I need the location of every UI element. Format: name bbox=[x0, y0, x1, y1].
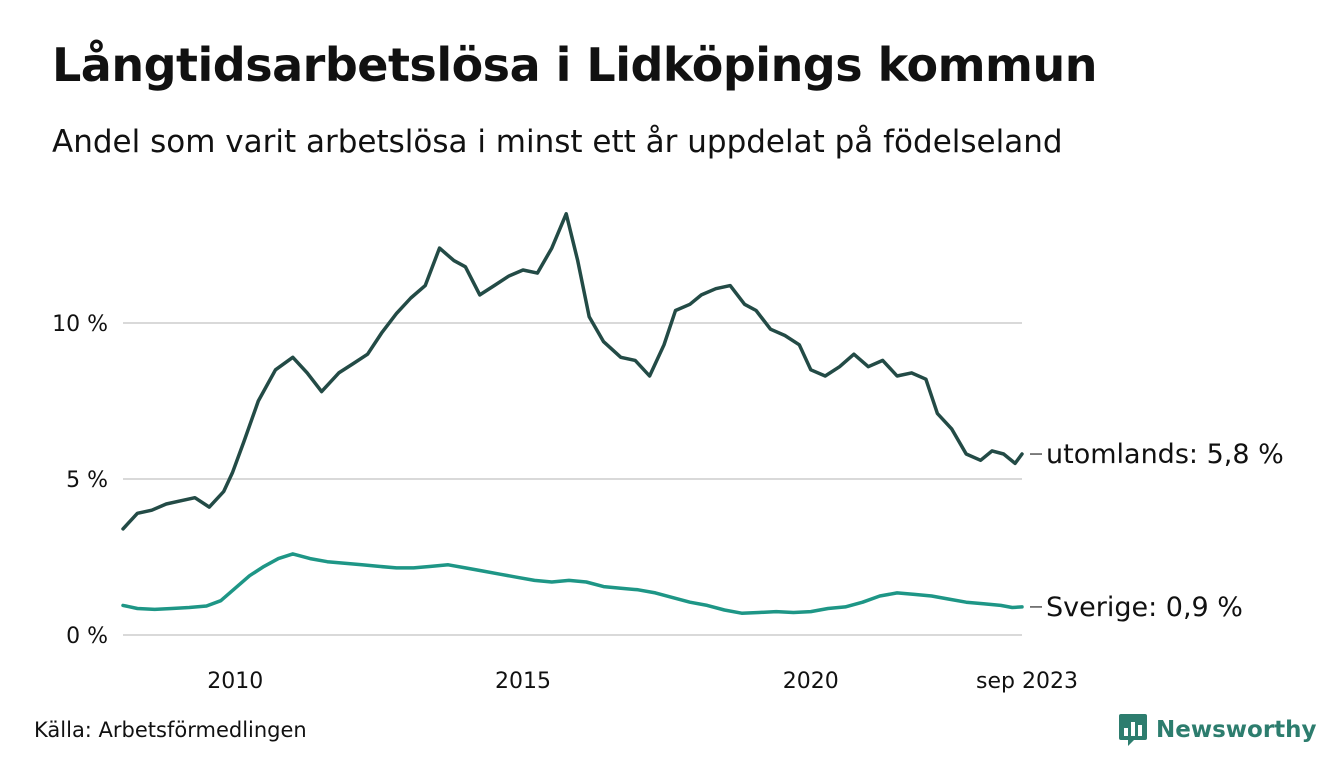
y-tick-label: 10 % bbox=[52, 312, 108, 337]
series-line-utomlands bbox=[121, 212, 1024, 531]
newsworthy-logo-icon bbox=[1119, 714, 1147, 746]
x-tick-label: 2010 bbox=[207, 669, 263, 694]
x-tick-label: 2015 bbox=[495, 669, 551, 694]
x-tick-label: sep 2023 bbox=[976, 669, 1078, 694]
chart-subtitle: Andel som varit arbetslösa i minst ett å… bbox=[52, 124, 1063, 160]
chart-title: Långtidsarbetslösa i Lidköpings kommun bbox=[52, 38, 1097, 92]
source-note: Källa: Arbetsförmedlingen bbox=[34, 718, 307, 742]
series-line-sverige bbox=[121, 552, 1024, 615]
brand-name: Newsworthy bbox=[1156, 717, 1317, 743]
series-end-label: utomlands: 5,8 % bbox=[1046, 439, 1284, 470]
series-end-label: Sverige: 0,9 % bbox=[1046, 592, 1243, 623]
brand-logo: Newsworthy bbox=[1118, 712, 1317, 748]
y-tick-label: 5 % bbox=[66, 468, 108, 493]
y-tick-label: 0 % bbox=[66, 624, 108, 649]
x-tick-label: 2020 bbox=[783, 669, 839, 694]
